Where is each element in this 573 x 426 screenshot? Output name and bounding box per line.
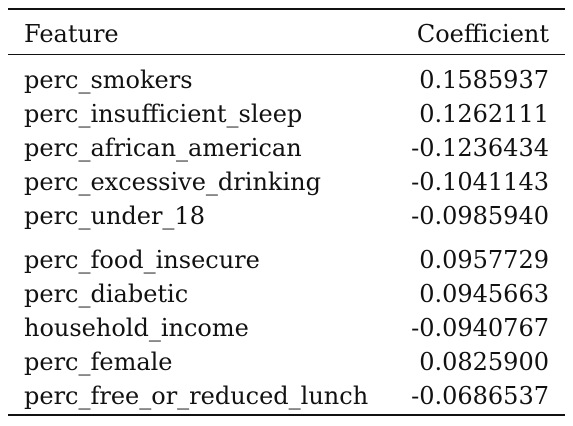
feature-cell: perc_food_insecure [24,246,260,274]
coefficient-cell: 0.0825900 [419,348,549,376]
table-row: perc_diabetic 0.0945663 [8,278,565,310]
feature-cell: perc_diabetic [24,280,189,308]
feature-cell: perc_insufficient_sleep [24,100,303,128]
feature-cell: perc_african_american [24,134,302,162]
feature-cell: perc_female [24,348,173,376]
table-row: perc_insufficient_sleep 0.1262111 [8,98,565,130]
bottom-rule [8,414,565,416]
coefficient-cell: -0.0940767 [411,314,549,342]
top-rule [8,8,565,10]
header-rule [8,54,565,55]
coefficient-header: Coefficient [416,20,549,48]
table-row: perc_food_insecure 0.0957729 [8,244,565,276]
coefficient-cell: 0.1585937 [419,66,549,94]
coefficient-cell: 0.1262111 [419,100,549,128]
table-header-row: Feature Coefficient [8,18,565,50]
table-row: perc_smokers 0.1585937 [8,64,565,96]
coefficient-table: Feature Coefficient perc_smokers 0.15859… [8,8,565,416]
feature-cell: household_income [24,314,249,342]
table-row: perc_excessive_drinking -0.1041143 [8,166,565,198]
feature-cell: perc_under_18 [24,202,205,230]
coefficient-cell: 0.0957729 [419,246,549,274]
coefficient-cell: -0.1236434 [411,134,549,162]
table-row: perc_under_18 -0.0985940 [8,200,565,232]
table-row: perc_free_or_reduced_lunch -0.0686537 [8,380,565,412]
table-row: perc_female 0.0825900 [8,346,565,378]
coefficient-cell: -0.0985940 [411,202,549,230]
feature-cell: perc_free_or_reduced_lunch [24,382,369,410]
coefficient-cell: -0.1041143 [411,168,549,196]
coefficient-cell: -0.0686537 [411,382,549,410]
feature-header: Feature [24,20,119,48]
table-row: perc_african_american -0.1236434 [8,132,565,164]
feature-cell: perc_smokers [24,66,193,94]
feature-cell: perc_excessive_drinking [24,168,321,196]
coefficient-cell: 0.0945663 [419,280,549,308]
table-row: household_income -0.0940767 [8,312,565,344]
